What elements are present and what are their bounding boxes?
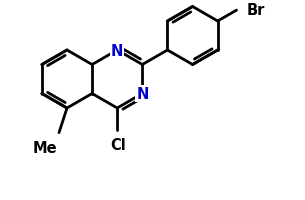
Text: N: N (111, 43, 124, 58)
Text: N: N (136, 87, 149, 101)
Text: Cl: Cl (110, 137, 126, 152)
Text: Me: Me (32, 140, 57, 155)
Text: Br: Br (246, 3, 265, 18)
